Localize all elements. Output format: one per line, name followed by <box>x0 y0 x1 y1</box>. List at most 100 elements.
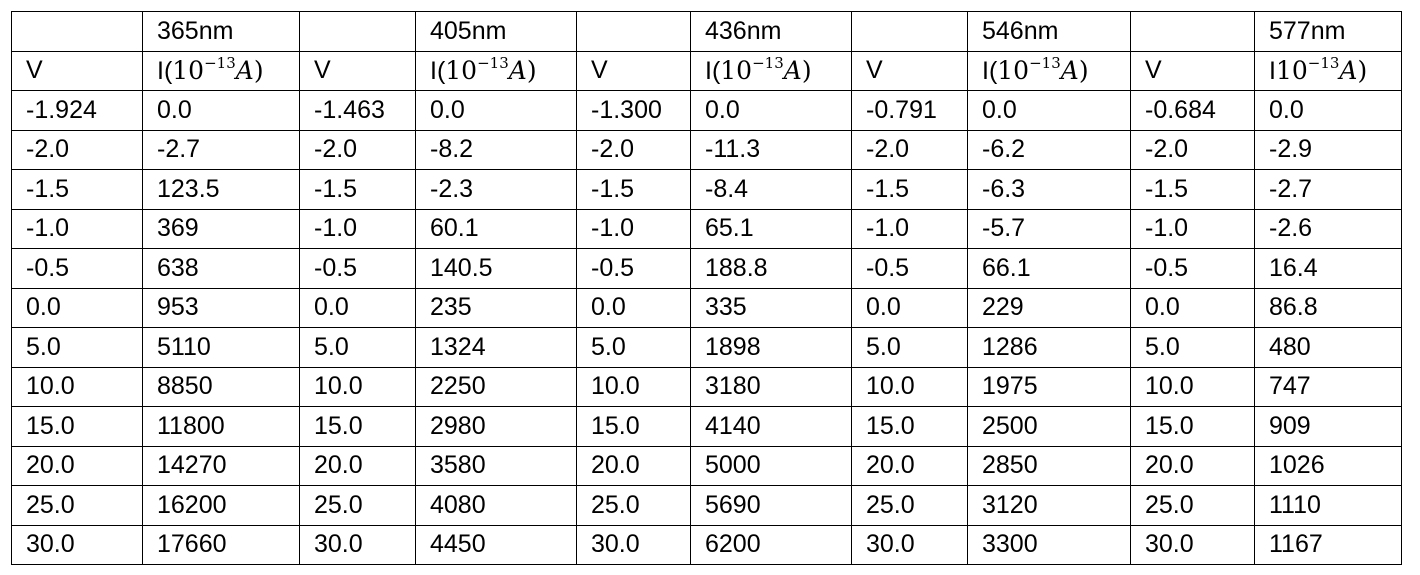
wavelength-436-header: 436nm <box>690 11 852 52</box>
current-cell: -8.4 <box>690 169 852 210</box>
voltage-cell: 10.0 <box>851 366 968 407</box>
voltage-header: V <box>1130 50 1255 91</box>
current-cell: -11.3 <box>690 129 852 170</box>
current-cell: 16.4 <box>1254 248 1402 289</box>
voltage-cell: -1.5 <box>851 169 968 210</box>
table-row: 0.0 953 0.0 235 0.0 335 0.0 229 0.0 86.8 <box>11 287 1402 328</box>
current-cell: 14270 <box>142 445 300 486</box>
current-cell: -2.7 <box>1254 169 1402 210</box>
voltage-cell: -1.0 <box>851 208 968 249</box>
current-cell: -2.9 <box>1254 129 1402 170</box>
current-cell: 0.0 <box>690 90 852 131</box>
voltage-cell: 5.0 <box>299 327 416 368</box>
wavelength-546-header: 546nm <box>967 11 1131 52</box>
table-row: 5.0 5110 5.0 1324 5.0 1898 5.0 1286 5.0 480 <box>11 327 1402 368</box>
voltage-cell: 20.0 <box>299 445 416 486</box>
voltage-cell: -0.5 <box>299 248 416 289</box>
current-cell: 1975 <box>967 366 1131 407</box>
voltage-header: V <box>576 50 691 91</box>
current-cell: 5110 <box>142 327 300 368</box>
current-cell: 0.0 <box>1254 90 1402 131</box>
current-cell: 86.8 <box>1254 287 1402 328</box>
empty-header-cell <box>576 11 691 52</box>
current-cell: 140.5 <box>415 248 577 289</box>
current-cell: 235 <box>415 287 577 328</box>
table-row: -1.5 123.5 -1.5 -2.3 -1.5 -8.4 -1.5 -6.3 -1.5 -2.… <box>11 169 1402 210</box>
voltage-cell: 10.0 <box>1130 366 1255 407</box>
current-cell: 747 <box>1254 366 1402 407</box>
current-cell: 5690 <box>690 485 852 526</box>
table-row: -1.0 369 -1.0 60.1 -1.0 65.1 -1.0 -5.7 -1.0 -2.6 <box>11 208 1402 249</box>
voltage-header: V <box>11 50 143 91</box>
voltage-cell: -2.0 <box>851 129 968 170</box>
voltage-current-table: 365nm 405nm 436nm 546nm 577nm V I(10−13A)… <box>11 11 1402 565</box>
current-cell: -6.2 <box>967 129 1131 170</box>
empty-header-cell <box>11 11 143 52</box>
voltage-cell: 30.0 <box>576 524 691 565</box>
current-header: I(10−13A) <box>690 50 852 91</box>
table-row: 10.0 8850 10.0 2250 10.0 3180 10.0 1975 10.0 747 <box>11 366 1402 407</box>
current-cell: 953 <box>142 287 300 328</box>
table-row: -2.0 -2.7 -2.0 -8.2 -2.0 -11.3 -2.0 -6.2 -2.0 -2.… <box>11 129 1402 170</box>
current-cell: 0.0 <box>415 90 577 131</box>
voltage-cell: -0.5 <box>576 248 691 289</box>
voltage-cell: 25.0 <box>11 485 143 526</box>
current-cell: 335 <box>690 287 852 328</box>
voltage-cell: 10.0 <box>11 366 143 407</box>
current-cell: 1167 <box>1254 524 1402 565</box>
current-cell: 1286 <box>967 327 1131 368</box>
voltage-cell: 5.0 <box>576 327 691 368</box>
voltage-cell: -1.5 <box>11 169 143 210</box>
table-row: 20.0 14270 20.0 3580 20.0 5000 20.0 2850 20.0 102… <box>11 445 1402 486</box>
current-cell: 17660 <box>142 524 300 565</box>
current-cell: 2250 <box>415 366 577 407</box>
current-cell: 66.1 <box>967 248 1131 289</box>
current-cell: 188.8 <box>690 248 852 289</box>
voltage-cell: 20.0 <box>11 445 143 486</box>
voltage-cell: 25.0 <box>1130 485 1255 526</box>
voltage-cell: 0.0 <box>1130 287 1255 328</box>
voltage-cell: -0.5 <box>851 248 968 289</box>
empty-header-cell <box>1130 11 1255 52</box>
voltage-cell: -1.0 <box>299 208 416 249</box>
current-cell: -2.6 <box>1254 208 1402 249</box>
voltage-cell: 30.0 <box>299 524 416 565</box>
current-cell: 1026 <box>1254 445 1402 486</box>
voltage-cell: -2.0 <box>299 129 416 170</box>
current-cell: -5.7 <box>967 208 1131 249</box>
current-cell: 0.0 <box>142 90 300 131</box>
current-cell: -6.3 <box>967 169 1131 210</box>
current-cell: 8850 <box>142 366 300 407</box>
current-cell: 4080 <box>415 485 577 526</box>
current-cell: 369 <box>142 208 300 249</box>
current-cell: 4450 <box>415 524 577 565</box>
current-cell: 123.5 <box>142 169 300 210</box>
current-cell: 65.1 <box>690 208 852 249</box>
current-cell: -2.7 <box>142 129 300 170</box>
current-cell: 4140 <box>690 406 852 447</box>
table-row: -0.5 638 -0.5 140.5 -0.5 188.8 -0.5 66.1 -0.5 16.… <box>11 248 1402 289</box>
current-cell: -2.3 <box>415 169 577 210</box>
table-row: -1.924 0.0 -1.463 0.0 -1.300 0.0 -0.791 0.0 -0.6… <box>11 90 1402 131</box>
voltage-cell: 5.0 <box>11 327 143 368</box>
current-cell: 2850 <box>967 445 1131 486</box>
current-cell: 60.1 <box>415 208 577 249</box>
table-row: 30.0 17660 30.0 4450 30.0 6200 30.0 3300 30.0 116… <box>11 524 1402 565</box>
voltage-cell: -0.684 <box>1130 90 1255 131</box>
current-cell: 2980 <box>415 406 577 447</box>
voltage-cell: 15.0 <box>576 406 691 447</box>
voltage-cell: -0.791 <box>851 90 968 131</box>
voltage-cell: 5.0 <box>1130 327 1255 368</box>
voltage-cell: 15.0 <box>11 406 143 447</box>
voltage-cell: -1.463 <box>299 90 416 131</box>
voltage-cell: -1.0 <box>576 208 691 249</box>
current-cell: 3580 <box>415 445 577 486</box>
wavelength-header-row: 365nm 405nm 436nm 546nm 577nm <box>11 11 1402 52</box>
voltage-cell: 20.0 <box>1130 445 1255 486</box>
wavelength-577-header: 577nm <box>1254 11 1402 52</box>
voltage-cell: -2.0 <box>11 129 143 170</box>
voltage-cell: 15.0 <box>1130 406 1255 447</box>
current-cell: 638 <box>142 248 300 289</box>
voltage-cell: 20.0 <box>576 445 691 486</box>
wavelength-405-header: 405nm <box>415 11 577 52</box>
